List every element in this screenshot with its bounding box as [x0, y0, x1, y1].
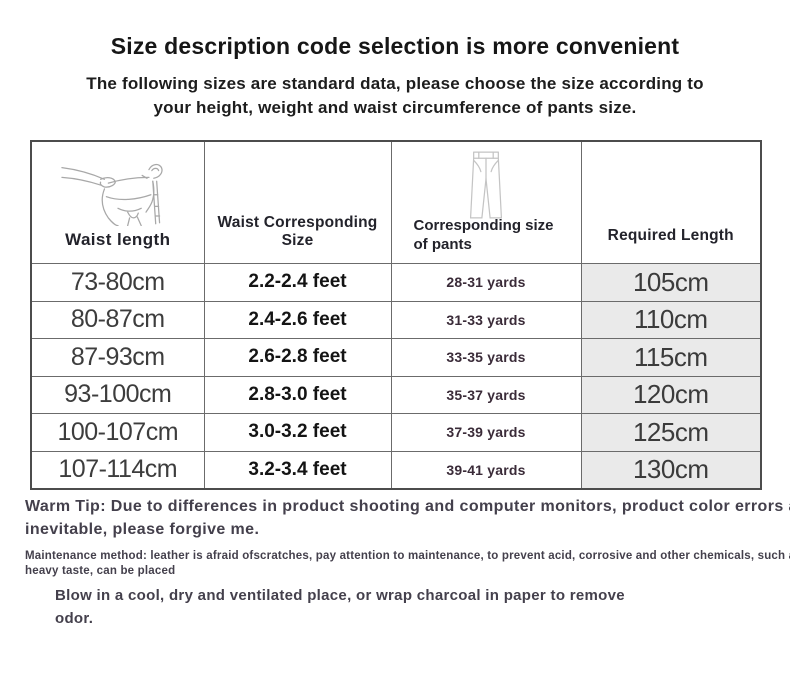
feet-cell: 3.0-3.2 feet	[203, 413, 392, 452]
header-waist-corresponding-size: Waist Corresponding Size	[203, 140, 392, 264]
yards-cell: 39-41 yards	[390, 450, 582, 489]
table-row: 93-100cm 2.8-3.0 feet 35-37 yards 120cm	[30, 375, 762, 414]
yards-cell: 37-39 yards	[390, 413, 582, 452]
yards-cell: 33-35 yards	[390, 338, 582, 377]
table-row: 80-87cm 2.4-2.6 feet 31-33 yards 110cm	[30, 300, 762, 339]
table-row: 100-107cm 3.0-3.2 feet 37-39 yards 125cm	[30, 413, 762, 452]
notes-section: Warm Tip: Due to differences in product …	[25, 495, 790, 630]
header-pants-size-label: Corresponding size of pants	[413, 217, 554, 253]
length-cell: 115cm	[580, 338, 762, 377]
table-row: 107-114cm 3.2-3.4 feet 39-41 yards 130cm	[30, 450, 762, 489]
header-waist-length-label: Waist length	[65, 230, 171, 249]
storage-text: Blow in a cool, dry and ventilated place…	[55, 584, 770, 630]
length-cell: 105cm	[580, 263, 762, 302]
yards-cell: 31-33 yards	[390, 300, 582, 339]
length-cell: 110cm	[580, 300, 762, 339]
waist-cell: 73-80cm	[30, 263, 205, 302]
length-cell: 130cm	[580, 450, 762, 489]
waist-cell: 87-93cm	[30, 338, 205, 377]
table-row: 73-80cm 2.2-2.4 feet 28-31 yards 105cm	[30, 263, 762, 302]
yards-cell: 35-37 yards	[390, 375, 582, 414]
waist-measure-illustration-icon	[60, 148, 176, 231]
feet-cell: 2.6-2.8 feet	[203, 338, 392, 377]
size-table-header-row: Waist length Waist Corresponding Size	[30, 140, 762, 264]
header-required-length: Required Length	[580, 140, 762, 264]
subtitle-line-1: The following sizes are standard data, p…	[86, 74, 704, 93]
storage-line-1: Blow in a cool, dry and ventilated place…	[55, 587, 625, 604]
waist-cell: 100-107cm	[30, 413, 205, 452]
feet-cell: 3.2-3.4 feet	[203, 450, 392, 489]
page-title: Size description code selection is more …	[110, 33, 680, 59]
warm-tip-line-2: inevitable, please forgive me.	[25, 521, 260, 538]
feet-cell: 2.4-2.6 feet	[203, 300, 392, 339]
maintenance-line-2: heavy taste, can be placed	[25, 565, 176, 577]
yards-cell: 28-31 yards	[390, 263, 582, 302]
header-waist-length: Waist length	[30, 140, 205, 264]
waist-cell: 93-100cm	[30, 375, 205, 414]
header-waist-corresponding-size-label: Waist Corresponding Size	[217, 214, 378, 249]
maintenance-line-1: Maintenance method: leather is afraid of…	[25, 550, 790, 562]
feet-cell: 2.2-2.4 feet	[203, 263, 392, 302]
length-cell: 120cm	[580, 375, 762, 414]
waist-cell: 80-87cm	[30, 300, 205, 339]
warm-tip-text: Warm Tip: Due to differences in product …	[25, 495, 790, 541]
table-row: 87-93cm 2.6-2.8 feet 33-35 yards 115cm	[30, 338, 762, 377]
pants-illustration-icon	[463, 148, 509, 227]
length-cell: 125cm	[580, 413, 762, 452]
maintenance-text: Maintenance method: leather is afraid of…	[25, 549, 790, 579]
waist-cell: 107-114cm	[30, 450, 205, 489]
header-required-length-label: Required Length	[607, 227, 734, 244]
warm-tip-line-1: Warm Tip: Due to differences in product …	[25, 498, 790, 515]
size-table: Waist length Waist Corresponding Size	[30, 140, 762, 490]
page-subtitle: The following sizes are standard data, p…	[0, 72, 790, 120]
header-pants-size: Corresponding size of pants	[390, 140, 582, 264]
feet-cell: 2.8-3.0 feet	[203, 375, 392, 414]
subtitle-line-2: your height, weight and waist circumfere…	[153, 98, 637, 117]
storage-line-2: odor.	[55, 610, 94, 627]
